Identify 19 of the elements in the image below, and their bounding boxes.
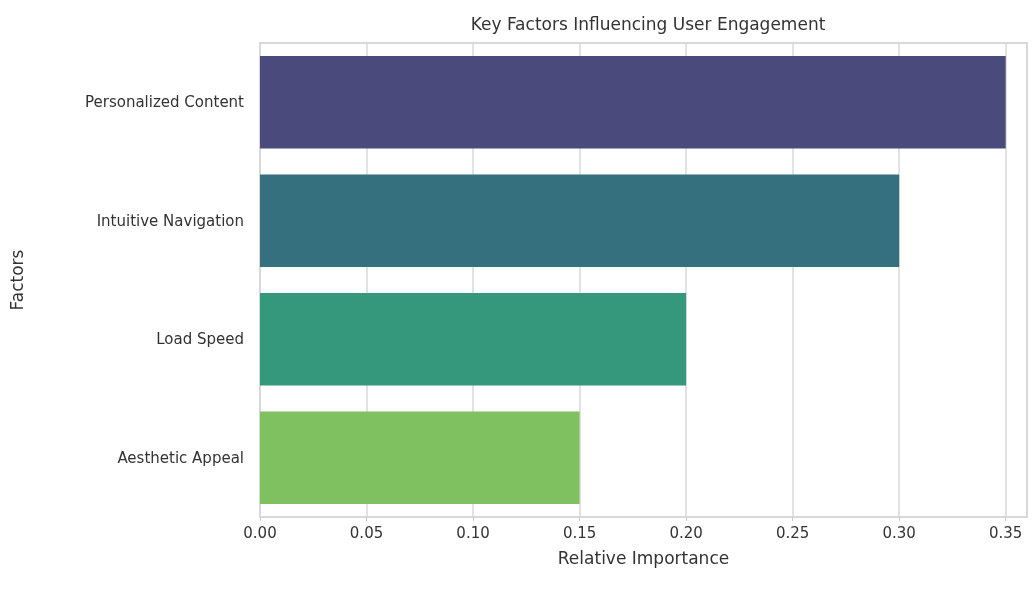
bar	[260, 293, 687, 386]
chart-title: Key Factors Influencing User Engagement	[470, 13, 826, 34]
x-tick-label: 0.00	[243, 523, 277, 542]
y-tick-label: Personalized Content	[85, 93, 245, 112]
y-tick-label: Load Speed	[156, 330, 244, 349]
x-tick-label: 0.35	[988, 523, 1023, 542]
x-tick-label: 0.10	[456, 523, 490, 542]
bar	[260, 174, 900, 267]
x-axis-title: Relative Importance	[557, 547, 730, 568]
bar	[260, 411, 580, 504]
x-tick-label: 0.05	[349, 523, 384, 542]
y-axis-title: Factors	[6, 249, 27, 311]
x-tick-label: 0.15	[562, 523, 597, 542]
y-tick-label: Intuitive Navigation	[96, 211, 244, 230]
x-tick-label: 0.20	[669, 523, 703, 542]
x-tick-label: 0.25	[775, 523, 810, 542]
x-tick-label: 0.30	[882, 523, 916, 542]
bar	[260, 56, 1006, 149]
y-tick-label: Aesthetic Appeal	[117, 448, 244, 467]
